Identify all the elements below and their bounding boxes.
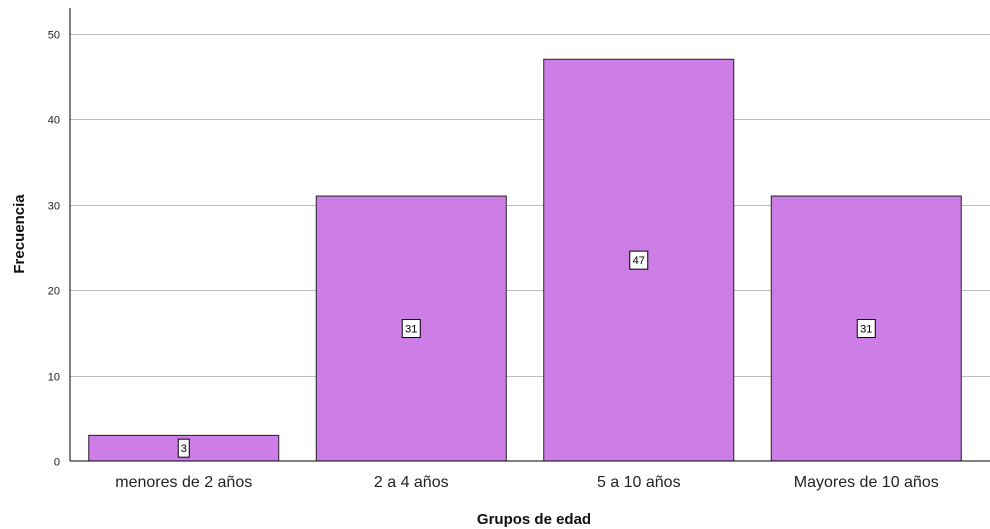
x-category-labels: menores de 2 años 2 a 4 años 5 a 10 años Ma…	[115, 474, 938, 491]
data-label: 47	[629, 250, 649, 270]
y-tick-label: 10	[48, 372, 60, 384]
y-tick-label: 50	[48, 30, 60, 42]
data-label-box	[856, 319, 876, 339]
bars	[88, 58, 962, 462]
x-category-label: Mayores de 10 años	[794, 474, 939, 491]
y-tick-label: 40	[48, 115, 60, 127]
y-tick-labels: 0 10 20 30 40 50	[48, 30, 60, 469]
x-category-label: menores de 2 años	[115, 474, 252, 491]
y-axis-title: Frecuencia	[11, 194, 28, 274]
data-label-text: 31	[860, 324, 872, 336]
data-label: 31	[401, 319, 421, 339]
data-label-box	[177, 438, 190, 458]
data-label-box	[629, 250, 649, 270]
data-label: 3	[177, 438, 190, 458]
x-category-label: 5 a 10 años	[597, 474, 681, 491]
axes	[69, 8, 990, 462]
data-label-text: 3	[181, 443, 187, 455]
data-label-text: 31	[405, 324, 417, 336]
y-tick-label: 30	[48, 201, 60, 213]
y-tick-label: 0	[54, 457, 60, 469]
y-tick-label: 20	[48, 286, 60, 298]
data-label-text: 47	[633, 255, 645, 267]
data-label-box	[401, 319, 421, 339]
x-category-label: 2 a 4 años	[374, 474, 449, 491]
data-labels: 3 31 47 31	[177, 250, 876, 458]
data-label: 31	[856, 319, 876, 339]
x-axis-title: Grupos de edad	[477, 511, 591, 528]
